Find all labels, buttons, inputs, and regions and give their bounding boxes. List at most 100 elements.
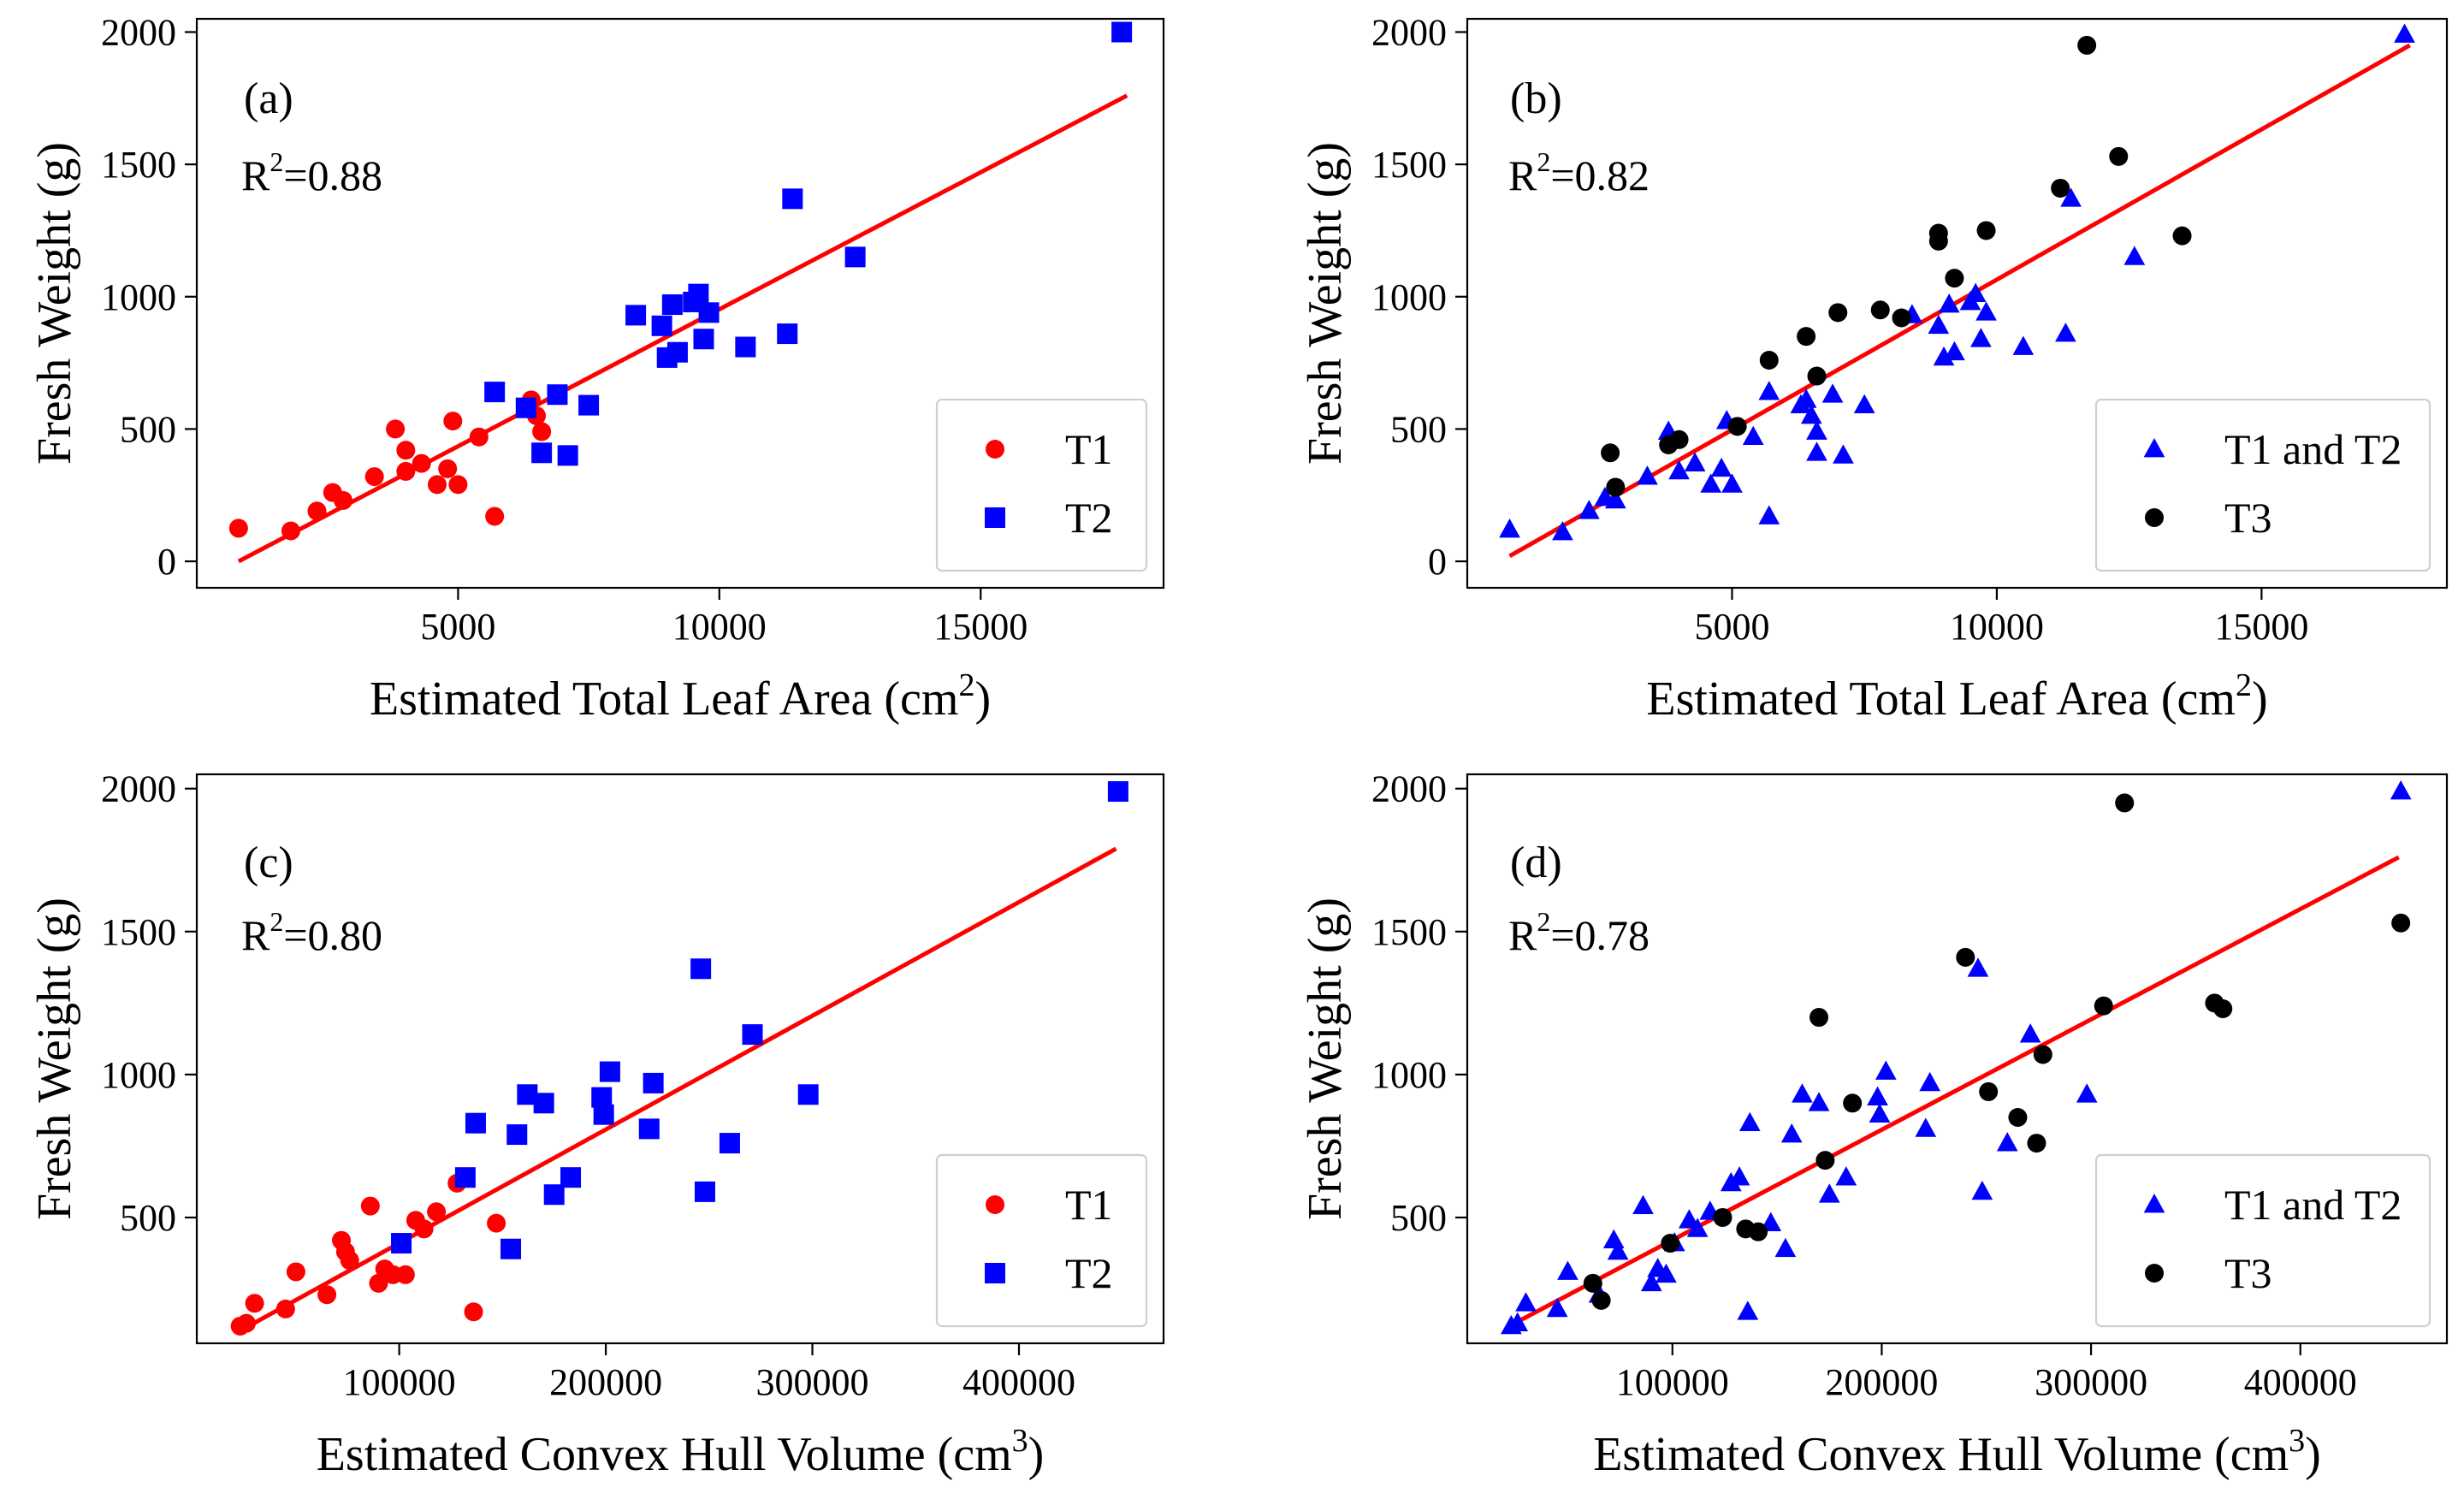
panel-c-point <box>506 1124 528 1146</box>
panel-b-ytick-label: 0 <box>1428 541 1447 583</box>
panel-a-point <box>547 384 568 406</box>
panel-a-point <box>484 382 506 403</box>
panel-c-legend-marker <box>985 1263 1005 1283</box>
panel-d-series-1 <box>1583 793 2411 1310</box>
panel-a-r2: R2=0.88 <box>241 146 382 199</box>
panel-d-label: (d) <box>1510 838 1562 887</box>
panel-d-ytick-label: 500 <box>1390 1197 1447 1239</box>
panel-c-point <box>543 1184 565 1206</box>
panel-a-point <box>515 397 536 418</box>
panel-d-xtick-label: 100000 <box>1616 1361 1729 1403</box>
panel-c-point <box>464 1302 483 1322</box>
panel-d-point <box>1967 957 1989 977</box>
panel-a-ytick-label: 1500 <box>101 144 176 186</box>
panel-c-xlabel: Estimated Convex Hull Volume (cm3) <box>317 1423 1045 1481</box>
panel-b-point <box>1710 457 1732 477</box>
panel-c-point <box>593 1104 614 1125</box>
panel-a-point <box>557 445 578 466</box>
panel-a-point <box>412 453 431 473</box>
panel-b-point <box>1933 346 1955 366</box>
panel-b-point <box>1928 314 1950 335</box>
panel-d-point <box>2115 793 2135 813</box>
panel-b-point <box>1669 430 1689 449</box>
panel-b-series-1 <box>1601 35 2192 497</box>
panel-a-point <box>531 442 553 464</box>
panel-d-point <box>1713 1207 1732 1227</box>
panel-b-point <box>1828 303 1848 323</box>
panel-a-point <box>427 475 447 495</box>
panel-d-fit-line <box>1507 855 2400 1329</box>
panel-d-point <box>1607 1241 1629 1260</box>
panel-a-point <box>469 427 489 447</box>
panel-b-xtick-label: 5000 <box>1694 606 1769 648</box>
panel-a-point <box>782 188 803 210</box>
panel-d-point <box>2008 1108 2028 1128</box>
panel-d-legend: T1 and T2 T3 <box>2094 1153 2431 1328</box>
panel-d-point <box>1737 1301 1759 1320</box>
panel-c-point <box>340 1251 359 1271</box>
panel-c-legend-box <box>935 1153 1148 1328</box>
panel-a-point <box>578 394 600 416</box>
panel-d-r2: R2=0.78 <box>1508 906 1650 959</box>
panel-a-point <box>396 461 416 481</box>
panel-d-point <box>1815 1151 1835 1170</box>
panel-d-point <box>1749 1222 1768 1241</box>
panel-d-point <box>1810 1008 1829 1028</box>
panel-d-point <box>1792 1083 1813 1103</box>
panel-d-point <box>1875 1060 1897 1080</box>
panel-b-series-0 <box>1499 23 2415 541</box>
panel-a-point <box>228 518 248 538</box>
panel-a-label: (a) <box>244 74 293 123</box>
panel-b-point <box>1853 394 1875 413</box>
panel-b-point <box>1727 417 1747 436</box>
panel-d-point <box>1602 1229 1625 1249</box>
panel-c-xtick-label: 200000 <box>549 1361 662 1403</box>
panel-b-point <box>1604 489 1626 509</box>
panel-c-point <box>719 1133 740 1154</box>
panel-c-point <box>690 958 712 980</box>
panel-b-legend-marker <box>2145 508 2164 527</box>
panel-b-legend-label: T3 <box>2224 494 2272 542</box>
panel-c-xtick-label: 400000 <box>962 1361 1075 1403</box>
panel-a-point <box>693 329 714 350</box>
panel-d-point <box>1738 1111 1761 1132</box>
panel-b-point <box>1833 444 1854 464</box>
panel-a-point <box>438 459 458 478</box>
panel-a-point <box>777 323 798 345</box>
panel-b-point <box>1970 328 1992 347</box>
panel-a-frame <box>195 17 1165 590</box>
panel-c-legend-label: T2 <box>1065 1249 1113 1297</box>
panel-d-point <box>1661 1234 1680 1253</box>
panel-b-point <box>1601 443 1620 463</box>
panel-b-point <box>1928 231 1948 251</box>
panel-d-point <box>1915 1117 1937 1137</box>
panel-d-point <box>2019 1023 2041 1043</box>
panel-b-point <box>1721 473 1743 493</box>
panel-d-point <box>1546 1297 1568 1318</box>
panel-a-point <box>532 422 552 441</box>
panel-a-xtick-label: 15000 <box>933 606 1028 648</box>
panel-b-point <box>2012 335 2035 355</box>
panel-b-point <box>1758 505 1780 524</box>
panel-b-point <box>1806 441 1827 461</box>
panel-d-legend-label: T1 and T2 <box>2224 1181 2402 1229</box>
panel-b-legend-label: T1 and T2 <box>2224 425 2402 473</box>
panel-d-ytick-label: 2000 <box>1371 768 1447 810</box>
panel-a-point <box>666 341 688 363</box>
panel-c-xtick-label: 100000 <box>343 1361 456 1403</box>
panel-d-legend-marker <box>2145 1264 2164 1283</box>
panel-b-point <box>1700 473 1722 493</box>
panel-d-point <box>1818 1183 1840 1203</box>
panel-c-point <box>414 1219 434 1239</box>
panel-b-point <box>1964 282 1987 303</box>
panel-d-point <box>1507 1312 1529 1331</box>
panel-b-point <box>2051 178 2070 198</box>
panel-d-point <box>1656 1263 1677 1283</box>
panel-b-point <box>1976 221 1996 240</box>
panel-a-ylabel: Fresh Weight (g) <box>28 142 81 465</box>
panel-d-point <box>1728 1166 1750 1186</box>
panel-b-point <box>1870 300 1890 320</box>
panel-a-point <box>844 246 866 268</box>
panel-b-ytick-label: 500 <box>1390 408 1447 450</box>
